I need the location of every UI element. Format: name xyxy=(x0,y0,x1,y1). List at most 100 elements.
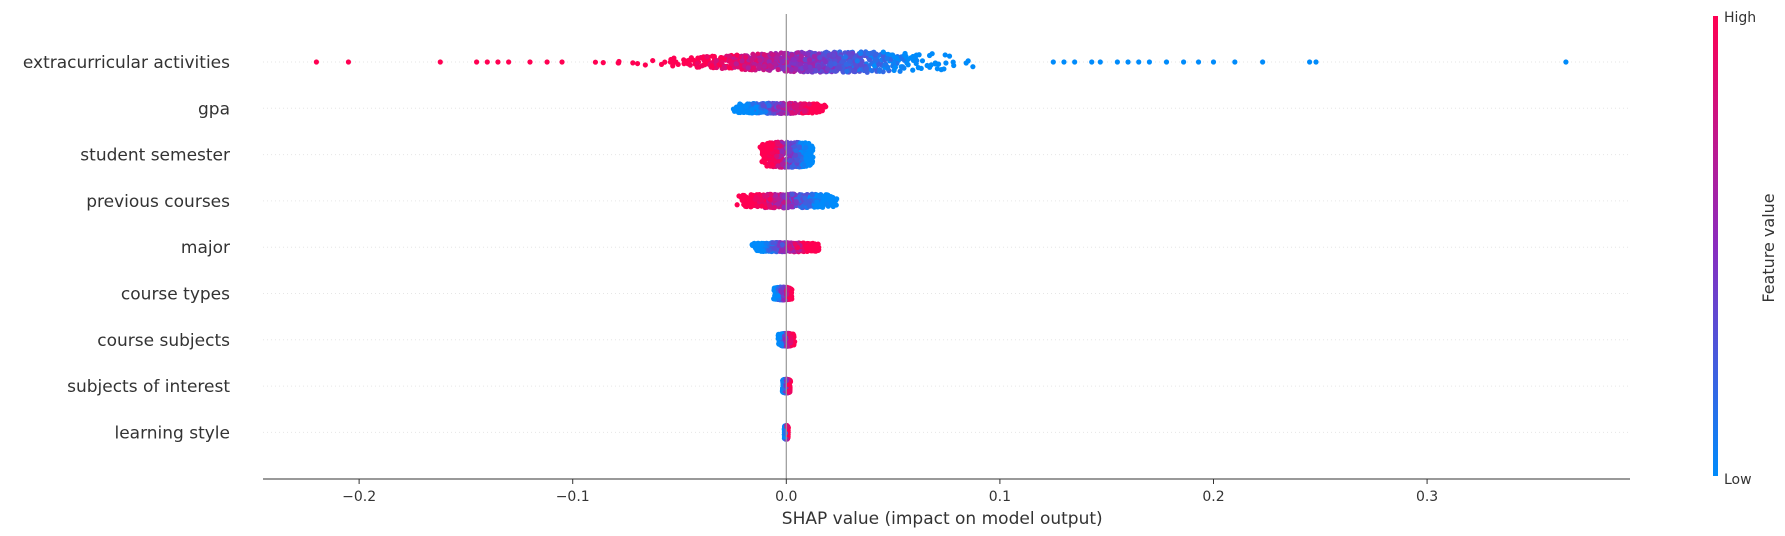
shap-point xyxy=(774,139,781,146)
shap-point xyxy=(754,242,760,248)
shap-point xyxy=(740,192,746,198)
shap-point xyxy=(658,61,665,67)
shap-point xyxy=(824,201,830,207)
shap-point xyxy=(437,59,443,65)
shap-point xyxy=(768,146,774,152)
shap-point xyxy=(743,103,749,110)
shap-point xyxy=(1260,59,1266,65)
shap-point xyxy=(791,57,797,63)
feature-label: student semester xyxy=(80,146,230,166)
shap-point xyxy=(771,204,778,211)
shap-point xyxy=(774,149,780,155)
shap-point xyxy=(730,106,737,112)
shap-point xyxy=(729,61,735,67)
shap-point xyxy=(733,61,739,67)
shap-point xyxy=(782,336,788,342)
shap-point xyxy=(745,65,751,71)
shap-point xyxy=(506,59,512,65)
shap-point xyxy=(734,202,740,208)
shap-point xyxy=(766,102,772,109)
shap-point xyxy=(756,63,762,69)
shap-point xyxy=(753,104,759,110)
shap-point xyxy=(946,53,953,59)
shap-point xyxy=(802,57,808,63)
shap-point xyxy=(789,52,795,58)
shap-point xyxy=(766,202,773,208)
shap-point xyxy=(745,109,751,115)
shap-point xyxy=(313,59,319,65)
shap-point xyxy=(809,108,815,114)
shap-point xyxy=(779,149,785,155)
shap-point xyxy=(772,245,778,251)
shap-point xyxy=(742,203,749,209)
shap-point xyxy=(801,101,807,107)
shap-point xyxy=(759,203,765,209)
shap-point xyxy=(863,65,870,72)
shap-point xyxy=(757,57,763,63)
shap-point xyxy=(788,334,794,340)
shap-dots xyxy=(313,49,1569,442)
shap-point xyxy=(768,191,774,197)
shap-point xyxy=(905,62,911,68)
shap-point xyxy=(759,149,766,155)
shap-point xyxy=(793,148,799,154)
shap-point xyxy=(713,57,720,64)
shap-point xyxy=(760,141,766,148)
shap-point xyxy=(798,61,804,67)
shap-point xyxy=(775,66,781,73)
shap-point xyxy=(775,201,781,207)
shap-point xyxy=(1136,59,1142,65)
feature-label: course subjects xyxy=(97,331,230,351)
shap-point xyxy=(736,193,742,199)
shap-point xyxy=(642,62,648,68)
shap-point xyxy=(1125,59,1131,65)
shap-point xyxy=(891,54,897,60)
shap-point xyxy=(919,58,926,64)
shap-point xyxy=(696,64,702,70)
shap-point xyxy=(804,158,810,164)
shap-point xyxy=(901,52,908,58)
shap-point xyxy=(766,247,772,253)
shap-point xyxy=(798,53,804,60)
shap-point xyxy=(778,247,785,254)
shap-point xyxy=(781,66,787,72)
shap-point xyxy=(1097,59,1103,65)
shap-point xyxy=(835,64,841,70)
shap-point xyxy=(847,58,853,64)
shap-point xyxy=(748,203,754,210)
shap-point xyxy=(1307,59,1313,65)
shap-point xyxy=(1114,59,1120,65)
shap-point xyxy=(877,66,883,73)
shap-point xyxy=(792,152,799,158)
shap-point xyxy=(779,342,785,348)
shap-point xyxy=(850,68,857,74)
shap-point xyxy=(779,161,785,167)
shap-point xyxy=(771,287,777,293)
shap-point xyxy=(495,59,501,65)
shap-point xyxy=(932,60,938,66)
shap-point xyxy=(810,145,816,151)
shap-point xyxy=(650,57,656,64)
shap-point xyxy=(760,248,766,254)
shap-point xyxy=(818,203,824,210)
shap-point xyxy=(780,102,786,108)
shap-point xyxy=(809,192,815,198)
shap-point xyxy=(858,61,864,67)
shap-point xyxy=(785,203,791,209)
shap-point xyxy=(873,51,879,57)
shap-point xyxy=(559,59,565,65)
shap-point xyxy=(910,57,917,63)
shap-point xyxy=(758,109,764,115)
shap-point xyxy=(775,159,781,165)
shap-point xyxy=(767,63,773,69)
shap-point xyxy=(769,161,775,167)
shap-point xyxy=(843,61,849,67)
shap-point xyxy=(709,63,715,69)
shap-point xyxy=(1195,59,1202,65)
shap-point xyxy=(772,60,778,67)
shap-point xyxy=(815,247,821,254)
shap-point xyxy=(916,52,922,58)
shap-point xyxy=(1180,59,1187,65)
shap-point xyxy=(942,52,948,58)
shap-point xyxy=(805,162,812,168)
